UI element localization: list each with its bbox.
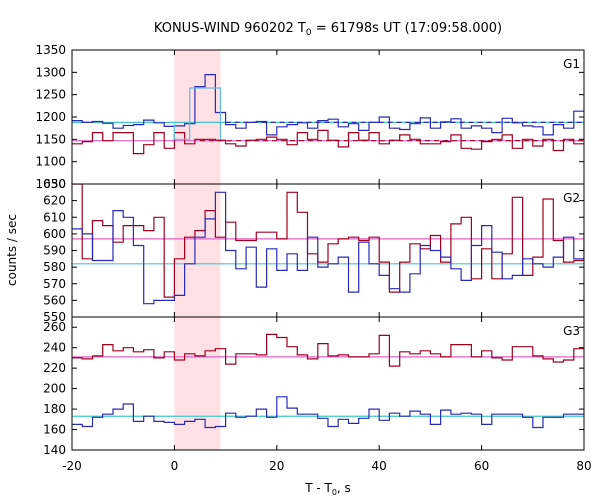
y-tick-label: 220 (43, 361, 66, 375)
series-b-step (72, 396, 584, 429)
y-tick-label: 610 (43, 210, 66, 224)
series-a-step (72, 184, 584, 298)
y-tick-label: 560 (43, 293, 66, 307)
y-tick-label: 1050 (35, 177, 66, 191)
y-tick-label: 200 (43, 382, 66, 396)
y-tick-label: 600 (43, 227, 66, 241)
y-tick-label: 160 (43, 423, 66, 437)
plot-area: 1050110011501200125013001350G15505605705… (35, 43, 591, 473)
x-tick-label: 80 (576, 459, 591, 473)
x-tick-label: -20 (62, 459, 82, 473)
panel-label: G2 (563, 191, 580, 205)
y-tick-label: 550 (43, 310, 66, 324)
inset-step (173, 87, 222, 140)
panel-label: G1 (563, 57, 580, 71)
series-a-step (72, 129, 584, 155)
x-tick-label: 60 (474, 459, 489, 473)
panel-data-group (72, 74, 584, 155)
y-tick-label: 1200 (35, 110, 66, 124)
y-tick-label: 140 (43, 443, 66, 457)
y-tick-label: 570 (43, 277, 66, 291)
series-b-step (72, 74, 584, 136)
y-tick-label: 1350 (35, 43, 66, 57)
x-tick-label: 0 (171, 459, 179, 473)
series-b-step (72, 191, 584, 305)
chart-title: KONUS-WIND 960202 T0 = 61798s UT (17:09:… (154, 21, 502, 38)
panel-data-group (72, 184, 584, 305)
y-tick-label: 1150 (35, 132, 66, 146)
panel-g2: 550 560 570 580 590 600 610 620 630 G2 (43, 177, 585, 324)
panel-frame (71, 49, 585, 185)
panel-frame (71, 316, 585, 451)
y-tick-label: 580 (43, 260, 66, 274)
y-tick-label: 180 (43, 402, 66, 416)
y-tick-label: 590 (43, 244, 66, 258)
y-tick-label: 1300 (35, 65, 66, 79)
x-axis-label: T - T0, s (304, 481, 351, 497)
panel-g1: 1050 1100 1150 1200 1250 1300 1350 G1 (35, 43, 585, 191)
x-tick-label: 40 (372, 459, 387, 473)
y-tick-label: 630 (43, 177, 66, 191)
y-tick-label: 1250 (35, 88, 66, 102)
y-tick-label: 260 (43, 320, 66, 334)
panel-data-group (72, 333, 584, 429)
x-tick-label: 20 (269, 459, 284, 473)
panel-g3: 140 160 180 200 220 240 260 G3 (43, 316, 585, 457)
series-a-step (72, 333, 584, 367)
y-tick-label: 240 (43, 341, 66, 355)
y-axis-label: counts / sec (5, 214, 19, 286)
burst-interval-highlight (174, 50, 221, 450)
y-tick-label: 620 (43, 194, 66, 208)
panel-label: G3 (563, 324, 580, 338)
y-tick-label: 1100 (35, 155, 66, 169)
